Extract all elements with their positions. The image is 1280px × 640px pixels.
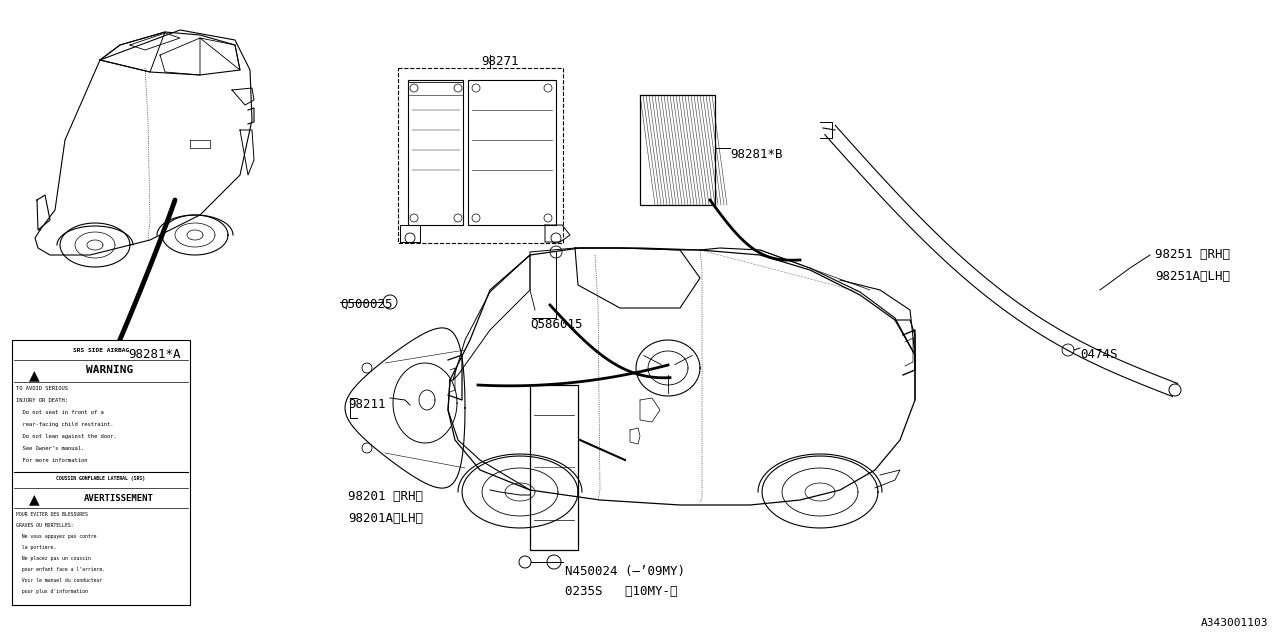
Text: Ne placez pas un coussin: Ne placez pas un coussin	[15, 556, 91, 561]
Text: Q500025: Q500025	[340, 298, 393, 311]
Text: For more information: For more information	[15, 458, 87, 463]
Text: Voir le manuel du conducteur: Voir le manuel du conducteur	[15, 578, 102, 583]
Text: 98251A〈LH〉: 98251A〈LH〉	[1155, 270, 1230, 283]
Text: Do not seat in front of a: Do not seat in front of a	[15, 410, 104, 415]
Text: Ne vous appuyez pas contre: Ne vous appuyez pas contre	[15, 534, 96, 539]
Text: 98251 〈RH〉: 98251 〈RH〉	[1155, 248, 1230, 261]
Bar	[12, 340, 189, 605]
Text: ▲: ▲	[28, 368, 40, 382]
Text: Do not lean against the door.: Do not lean against the door.	[15, 434, 116, 439]
Text: A343001103: A343001103	[1201, 618, 1268, 628]
Text: 98201A〈LH〉: 98201A〈LH〉	[348, 512, 422, 525]
Text: AVERTISSEMENT: AVERTISSEMENT	[84, 494, 154, 503]
Text: GRAVES OU MORTELLES:: GRAVES OU MORTELLES:	[15, 523, 73, 528]
Text: 98201 〈RH〉: 98201 〈RH〉	[348, 490, 422, 503]
Text: la portiere.: la portiere.	[15, 545, 56, 550]
Text: 0235S   〘10MY-〙: 0235S 〘10MY-〙	[564, 585, 677, 598]
Text: ▲: ▲	[28, 492, 40, 506]
Text: pour enfant face a l'arriere.: pour enfant face a l'arriere.	[15, 567, 105, 572]
Text: WARNING: WARNING	[86, 365, 133, 375]
Text: Q586015: Q586015	[530, 318, 582, 331]
Text: rear-facing child restraint.: rear-facing child restraint.	[15, 422, 114, 427]
Bar	[408, 80, 463, 225]
Bar	[640, 95, 716, 205]
Bar	[398, 68, 563, 243]
Text: POUR EVITER DES BLESSURES: POUR EVITER DES BLESSURES	[15, 512, 88, 517]
Text: 98281*A: 98281*A	[128, 348, 180, 361]
Bar	[530, 385, 579, 550]
Text: pour plus d'information: pour plus d'information	[15, 589, 88, 594]
Text: TO AVOID SERIOUS: TO AVOID SERIOUS	[15, 386, 68, 391]
Text: 98211: 98211	[348, 398, 385, 411]
Text: SRS SIDE AIRBAG: SRS SIDE AIRBAG	[73, 348, 129, 353]
Text: 98271: 98271	[481, 55, 518, 68]
Bar	[468, 80, 556, 225]
Text: COUSSIN GONFLABLE LATERAL (SRS): COUSSIN GONFLABLE LATERAL (SRS)	[56, 476, 146, 481]
Text: N450024 (—’09MY): N450024 (—’09MY)	[564, 565, 685, 578]
Text: 98281*B: 98281*B	[730, 148, 782, 161]
Text: 0474S: 0474S	[1080, 348, 1117, 361]
Text: See Owner's manual.: See Owner's manual.	[15, 446, 84, 451]
Text: INJURY OR DEATH:: INJURY OR DEATH:	[15, 398, 68, 403]
